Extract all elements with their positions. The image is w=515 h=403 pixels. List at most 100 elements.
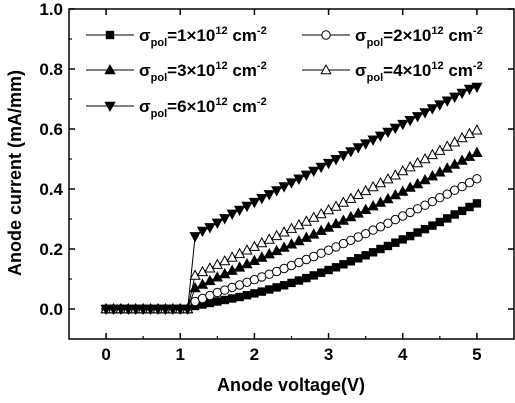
data-point [189, 269, 201, 280]
data-point [211, 218, 223, 229]
legend-item: σpol=2×1012 cm-2 [302, 25, 483, 49]
x-tick-label: 0 [101, 345, 110, 364]
data-point [285, 238, 298, 249]
data-point [219, 214, 231, 225]
data-point [360, 203, 372, 214]
data-point [375, 222, 386, 232]
data-point [457, 206, 467, 216]
data-point [287, 278, 296, 288]
legend-label: σpol=2×1012 cm-2 [355, 25, 483, 49]
data-point [263, 248, 275, 259]
data-point [196, 265, 209, 277]
data-point [196, 226, 209, 238]
data-point [205, 298, 215, 308]
y-tick-label: 0.0 [39, 300, 63, 319]
data-point [456, 88, 468, 100]
data-point [405, 207, 415, 218]
data-point [426, 104, 439, 115]
data-point [293, 218, 305, 230]
data-point [390, 214, 401, 225]
legend-item: σpol=3×1012 cm-2 [86, 60, 267, 84]
data-point [294, 276, 304, 285]
data-point [271, 244, 283, 256]
data-point [337, 151, 350, 162]
data-point [354, 254, 363, 263]
data-point [427, 196, 438, 207]
data-point [374, 196, 387, 207]
data-point [256, 236, 268, 248]
data-point [374, 131, 387, 142]
data-point [315, 224, 327, 235]
data-point [322, 203, 335, 215]
data-point [227, 294, 237, 303]
series-5 [100, 82, 483, 316]
legend: σpol=1×1012 cm-2 σpol=2×1012 cm-2 σpol=3×1… [86, 25, 483, 120]
data-point [337, 214, 350, 225]
data-point [352, 143, 364, 154]
y-tick-label: 0.4 [39, 180, 63, 199]
data-point [248, 240, 261, 251]
data-point [435, 193, 445, 203]
series-layer [100, 82, 483, 316]
data-point [383, 241, 393, 251]
data-point [285, 222, 298, 233]
data-point [278, 241, 290, 252]
data-point [293, 174, 305, 185]
data-point [419, 108, 431, 119]
data-point [226, 251, 238, 262]
data-point [449, 185, 460, 195]
legend-item: σpol=6×1012 cm-2 [86, 96, 267, 120]
data-point [471, 146, 483, 157]
data-point [250, 289, 259, 298]
y-tick-label: 0.8 [39, 60, 63, 79]
data-point [404, 116, 416, 127]
data-point [322, 221, 335, 232]
data-point [204, 262, 216, 273]
data-point [322, 158, 335, 170]
data-point [233, 205, 246, 217]
data-point [263, 190, 275, 201]
data-point [256, 251, 268, 262]
data-point [471, 82, 483, 94]
data-point [463, 127, 476, 139]
data-point [263, 233, 275, 244]
legend-label: σpol=6×1012 cm-2 [139, 96, 267, 120]
x-tick-label: 1 [176, 345, 185, 364]
data-point [233, 261, 246, 272]
data-point [465, 202, 474, 212]
legend-marker [104, 63, 116, 75]
data-point [196, 278, 209, 289]
data-point [285, 178, 298, 189]
data-point [346, 257, 356, 266]
data-point [115, 304, 127, 316]
data-point [434, 100, 446, 111]
data-point [241, 257, 253, 269]
series-line [106, 86, 478, 310]
y-axis-label: Anode current (mA/mm) [5, 70, 25, 276]
legend-marker [321, 30, 331, 40]
data-point [256, 194, 268, 205]
data-point [316, 268, 326, 277]
x-tick-label: 4 [398, 345, 408, 364]
data-point [309, 271, 318, 280]
data-point [248, 197, 261, 209]
data-point [226, 264, 238, 275]
data-point [420, 225, 430, 234]
data-point [279, 281, 289, 290]
legend-marker [320, 63, 332, 75]
y-tick-label: 0.2 [39, 240, 63, 259]
data-point [257, 287, 267, 296]
data-point [463, 84, 476, 96]
data-point [219, 254, 231, 266]
legend-label: σpol=1×1012 cm-2 [139, 25, 267, 49]
legend-label: σpol=3×1012 cm-2 [139, 60, 267, 84]
data-point [449, 92, 461, 103]
x-tick-label: 2 [250, 345, 259, 364]
data-point [442, 189, 452, 199]
data-point [308, 228, 320, 239]
legend-label: σpol=4×1012 cm-2 [355, 60, 483, 84]
legend-item: σpol=4×1012 cm-2 [302, 60, 483, 84]
data-point [450, 210, 459, 219]
data-point [472, 174, 482, 184]
data-point [345, 147, 357, 158]
